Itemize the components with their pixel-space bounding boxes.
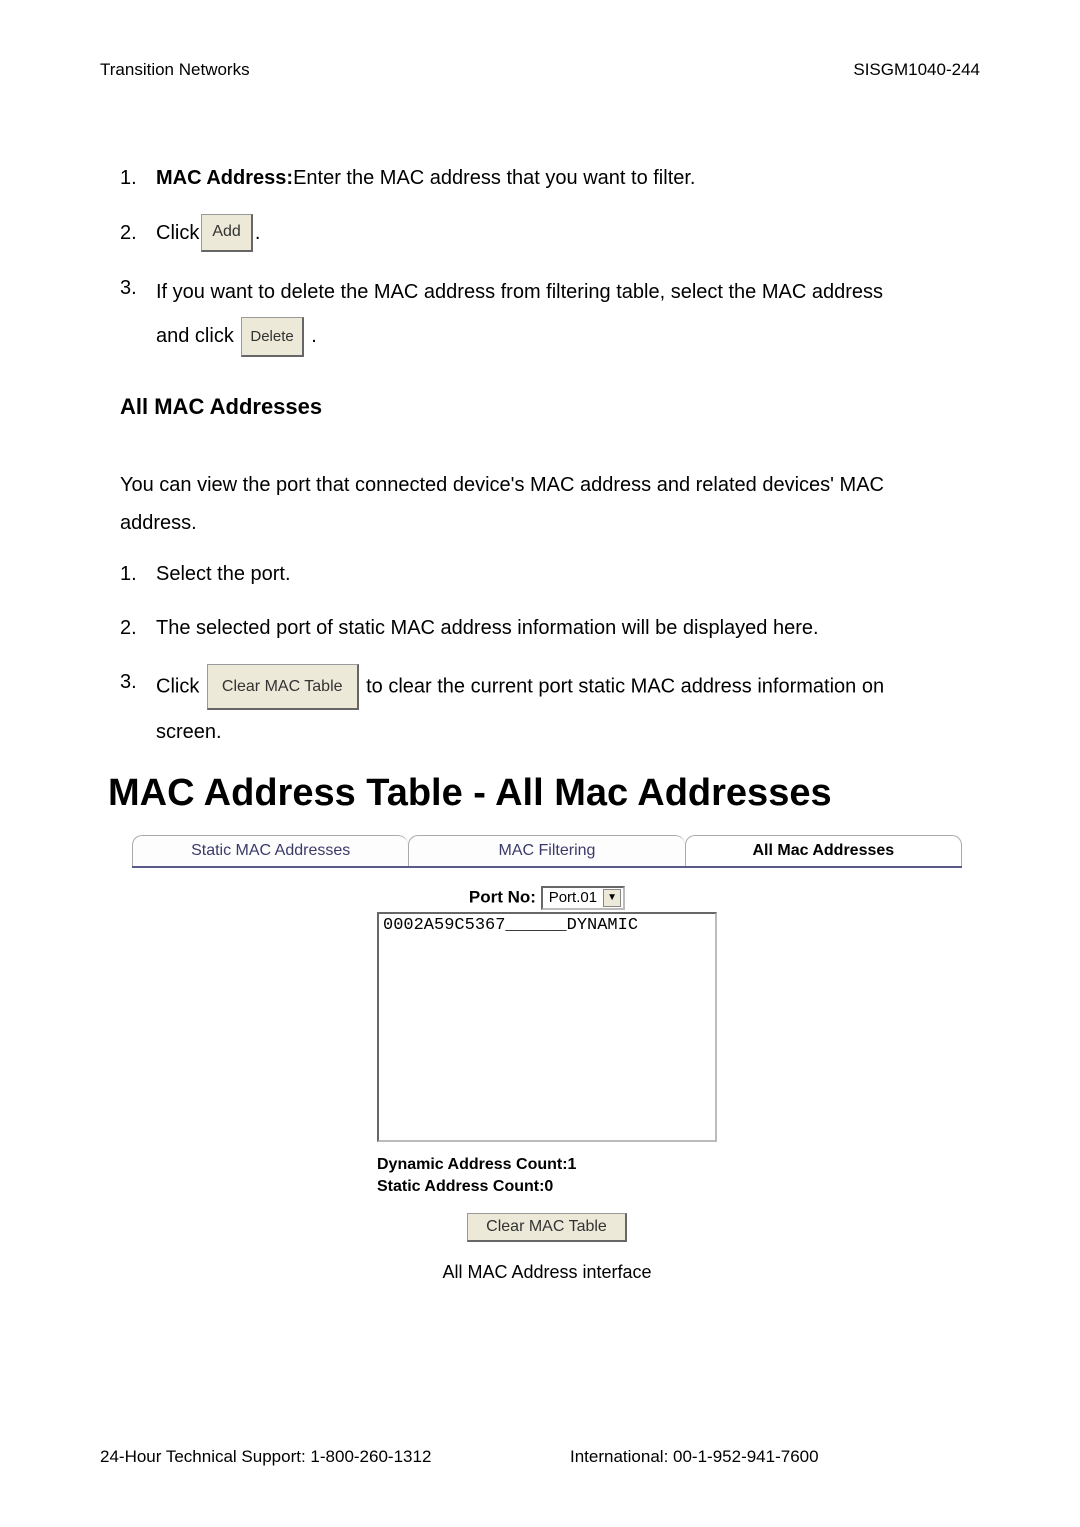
dynamic-count: Dynamic Address Count:1 — [377, 1154, 717, 1176]
step-a2-pre: Click — [156, 215, 199, 251]
chevron-down-icon: ▼ — [603, 889, 621, 907]
mac-listbox[interactable]: 0002A59C5367______DYNAMIC — [377, 912, 717, 1142]
step-a1-rest: Enter the MAC address that you want to f… — [293, 160, 695, 196]
step-a2-post: . — [255, 215, 261, 251]
figure-caption: All MAC Address interface — [132, 1262, 962, 1283]
port-select[interactable]: Port.01 ▼ — [541, 886, 625, 910]
static-count: Static Address Count:0 — [377, 1176, 717, 1198]
step-a3-body: If you want to delete the MAC address fr… — [156, 270, 960, 358]
step-b3-mid: to clear the current port static MAC add… — [366, 675, 884, 697]
tab-bar: Static MAC Addresses MAC Filtering All M… — [132, 835, 962, 868]
mac-table-panel: Port No: Port.01 ▼ 0002A59C5367______DYN… — [377, 886, 717, 1242]
step-b2-num: 2. — [120, 610, 156, 646]
step-b1-num: 1. — [120, 556, 156, 592]
step-a3-pre: and click — [156, 325, 239, 347]
port-select-value: Port.01 — [549, 889, 597, 906]
list-item[interactable]: 0002A59C5367______DYNAMIC — [383, 916, 711, 935]
header-right: SISGM1040-244 — [853, 60, 980, 80]
delete-button[interactable]: Delete — [241, 317, 303, 357]
step-a1-body: MAC Address: Enter the MAC address that … — [156, 160, 960, 196]
step-b1-body: Select the port. — [156, 556, 960, 592]
step-b3-line2: screen. — [156, 721, 222, 743]
clear-mac-table-button[interactable]: Clear MAC Table — [467, 1213, 627, 1242]
mac-address-label: MAC Address: — [156, 160, 293, 196]
step-b3-body: Click Clear MAC Table to clear the curre… — [156, 664, 960, 754]
step-a1-num: 1. — [120, 160, 156, 196]
step-a3-post: . — [311, 325, 317, 347]
tab-static-mac[interactable]: Static MAC Addresses — [132, 835, 408, 866]
intro-paragraph: You can view the port that connected dev… — [120, 466, 960, 542]
section-heading: All MAC Addresses — [120, 394, 960, 420]
header-left: Transition Networks — [100, 60, 250, 80]
add-button[interactable]: Add — [201, 214, 252, 252]
step-b3-pre: Click — [156, 675, 205, 697]
step-a3-num: 3. — [120, 270, 156, 306]
tab-mac-filtering[interactable]: MAC Filtering — [408, 835, 684, 866]
tab-all-mac[interactable]: All Mac Addresses — [685, 835, 962, 866]
step-a2-num: 2. — [120, 215, 156, 251]
page-title: MAC Address Table - All Mac Addresses — [0, 772, 1080, 825]
footer-support: 24-Hour Technical Support: 1-800-260-131… — [100, 1447, 510, 1467]
footer-international: International: 00-1-952-941-7600 — [510, 1447, 980, 1467]
step-a3-line1: If you want to delete the MAC address fr… — [156, 281, 883, 303]
clear-mac-table-button-inline[interactable]: Clear MAC Table — [207, 664, 359, 710]
step-b3-num: 3. — [120, 664, 156, 700]
step-a2-body: Click Add . — [156, 214, 960, 252]
step-b2-body: The selected port of static MAC address … — [156, 610, 960, 646]
port-no-label: Port No: — [469, 887, 536, 906]
